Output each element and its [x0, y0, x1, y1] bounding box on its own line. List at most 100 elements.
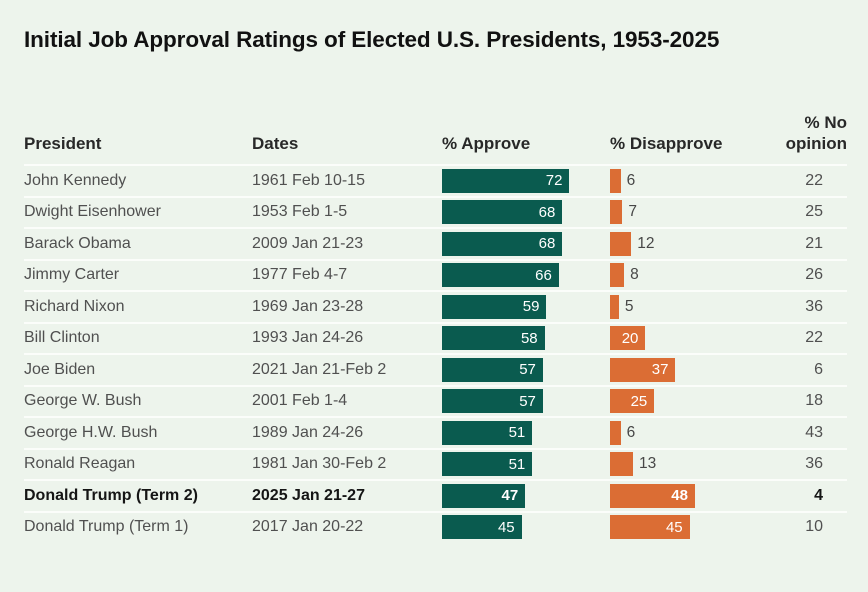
column-header-no-opinion: % No opinion	[785, 113, 847, 153]
president-name: George H.W. Bush	[24, 423, 158, 441]
table-body: John Kennedy 1961 Feb 10-15 72 6 22 Dwig…	[24, 164, 847, 542]
disapprove-bar: 20	[610, 326, 646, 351]
disapprove-value-outside: 6	[626, 171, 636, 189]
table-row: George H.W. Bush 1989 Jan 24-26 51 6 43	[24, 416, 847, 448]
disapprove-value: 25	[630, 392, 648, 410]
poll-dates: 2021 Jan 21-Feb 2	[252, 360, 387, 378]
disapprove-value-outside: 7	[628, 203, 637, 221]
no-opinion-value: 4	[814, 486, 823, 504]
disapprove-bar-cell: 25	[610, 387, 756, 417]
disapprove-bar-cell: 12	[610, 229, 756, 259]
no-opinion-value: 21	[805, 234, 823, 252]
approve-bar: 51	[442, 420, 533, 445]
disapprove-bar: 45	[610, 515, 690, 540]
poll-dates: 1961 Feb 10-15	[252, 171, 365, 189]
approve-bar-cell: 68	[442, 229, 610, 259]
approve-bar-cell: 57	[442, 355, 610, 385]
approve-bar: 57	[442, 357, 543, 382]
poll-dates: 1953 Feb 1-5	[252, 203, 348, 221]
approve-value: 47	[501, 487, 519, 505]
table-row: John Kennedy 1961 Feb 10-15 72 6 22	[24, 164, 847, 196]
poll-dates: 2017 Jan 20-22	[252, 518, 364, 536]
president-name: Richard Nixon	[24, 297, 125, 315]
approve-bar-cell: 58	[442, 324, 610, 354]
poll-dates: 2009 Jan 21-23	[252, 234, 364, 252]
disapprove-bar-cell: 7	[610, 198, 756, 228]
president-name: Barack Obama	[24, 234, 131, 252]
chart-title: Initial Job Approval Ratings of Elected …	[24, 27, 720, 52]
approve-value: 68	[538, 203, 556, 221]
disapprove-bar	[610, 420, 621, 445]
approve-value: 72	[545, 172, 563, 190]
approve-value: 51	[508, 455, 526, 473]
approval-table: President Dates % Approve % Disapprove %…	[24, 112, 847, 542]
disapprove-value-outside: 12	[637, 234, 655, 252]
page: Initial Job Approval Ratings of Elected …	[0, 26, 868, 542]
disapprove-bar	[610, 231, 632, 256]
approve-bar: 68	[442, 231, 563, 256]
disapprove-bar	[610, 168, 621, 193]
no-opinion-value: 36	[805, 297, 823, 315]
disapprove-bar	[610, 452, 633, 477]
approve-bar: 51	[442, 452, 533, 477]
disapprove-value: 37	[651, 361, 669, 379]
disapprove-bar-cell: 6	[610, 166, 756, 196]
approve-bar-cell: 51	[442, 418, 610, 448]
no-opinion-value: 43	[805, 423, 823, 441]
approve-bar-cell: 68	[442, 198, 610, 228]
approve-value: 58	[520, 329, 538, 347]
approve-bar: 58	[442, 326, 545, 351]
no-opinion-value: 36	[805, 455, 823, 473]
approve-value: 59	[522, 298, 540, 316]
approve-bar-cell: 66	[442, 261, 610, 291]
approve-value: 45	[497, 518, 515, 536]
approve-bar: 57	[442, 389, 543, 414]
poll-dates: 2001 Feb 1-4	[252, 392, 348, 410]
approve-bar: 45	[442, 515, 522, 540]
table-row: Donald Trump (Term 1) 2017 Jan 20-22 45 …	[24, 510, 847, 543]
disapprove-bar: 25	[610, 389, 655, 414]
disapprove-bar: 37	[610, 357, 676, 382]
approve-bar-cell: 72	[442, 166, 610, 196]
disapprove-bar-cell: 37	[610, 355, 756, 385]
disapprove-bar-cell: 48	[610, 481, 756, 511]
president-name: Dwight Eisenhower	[24, 203, 161, 221]
disapprove-bar: 48	[610, 483, 695, 508]
poll-dates: 1989 Jan 24-26	[252, 423, 364, 441]
disapprove-value: 45	[665, 518, 683, 536]
table-row: Ronald Reagan 1981 Jan 30-Feb 2 51 13 36	[24, 447, 847, 480]
president-name: Donald Trump (Term 2)	[24, 486, 198, 504]
disapprove-value-outside: 13	[639, 455, 657, 473]
column-header-president: President	[24, 134, 102, 153]
disapprove-value-outside: 6	[626, 423, 636, 441]
poll-dates: 1993 Jan 24-26	[252, 329, 364, 347]
disapprove-value: 48	[671, 487, 688, 505]
disapprove-bar-cell: 13	[610, 450, 756, 480]
disapprove-value-outside: 8	[630, 266, 639, 284]
president-name: Bill Clinton	[24, 329, 100, 347]
table-row: Donald Trump (Term 2) 2025 Jan 21-27 47 …	[24, 479, 847, 511]
disapprove-bar-cell: 5	[610, 292, 756, 322]
table-row: Joe Biden 2021 Jan 21-Feb 2 57 37 6	[24, 353, 847, 385]
approve-bar-cell: 47	[442, 481, 610, 511]
table-row: Richard Nixon 1969 Jan 23-28 59 5 36	[24, 290, 847, 322]
column-header-disapprove: % Disapprove	[610, 134, 723, 153]
approve-value: 51	[508, 424, 526, 442]
approve-bar: 72	[442, 168, 570, 193]
table-row: Jimmy Carter 1977 Feb 4-7 66 8 26	[24, 258, 847, 291]
poll-dates: 1981 Jan 30-Feb 2	[252, 455, 387, 473]
president-name: Jimmy Carter	[24, 266, 120, 284]
table-row: Barack Obama 2009 Jan 21-23 68 12 21	[24, 227, 847, 259]
no-opinion-value: 26	[805, 266, 823, 284]
disapprove-bar-cell: 20	[610, 324, 756, 354]
no-opinion-value: 10	[805, 518, 823, 536]
president-name: Joe Biden	[24, 360, 96, 378]
column-header-dates: Dates	[252, 134, 299, 153]
disapprove-bar	[610, 200, 623, 225]
president-name: Ronald Reagan	[24, 455, 136, 473]
approve-bar-cell: 57	[442, 387, 610, 417]
poll-dates: 1977 Feb 4-7	[252, 266, 348, 284]
disapprove-bar	[610, 263, 625, 288]
disapprove-bar-cell: 45	[610, 513, 756, 543]
poll-dates: 2025 Jan 21-27	[252, 486, 365, 504]
